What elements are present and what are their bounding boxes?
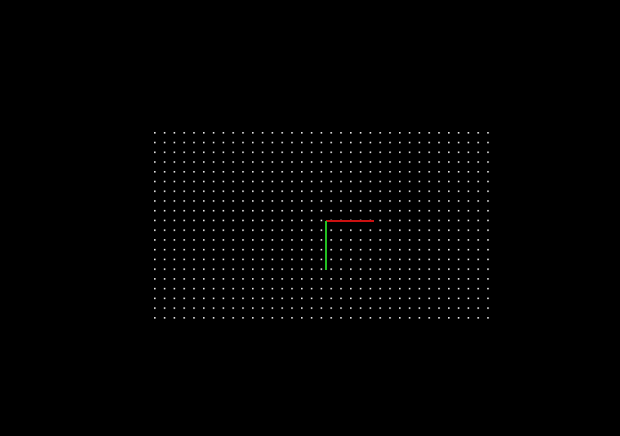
dot-grid <box>154 132 490 320</box>
